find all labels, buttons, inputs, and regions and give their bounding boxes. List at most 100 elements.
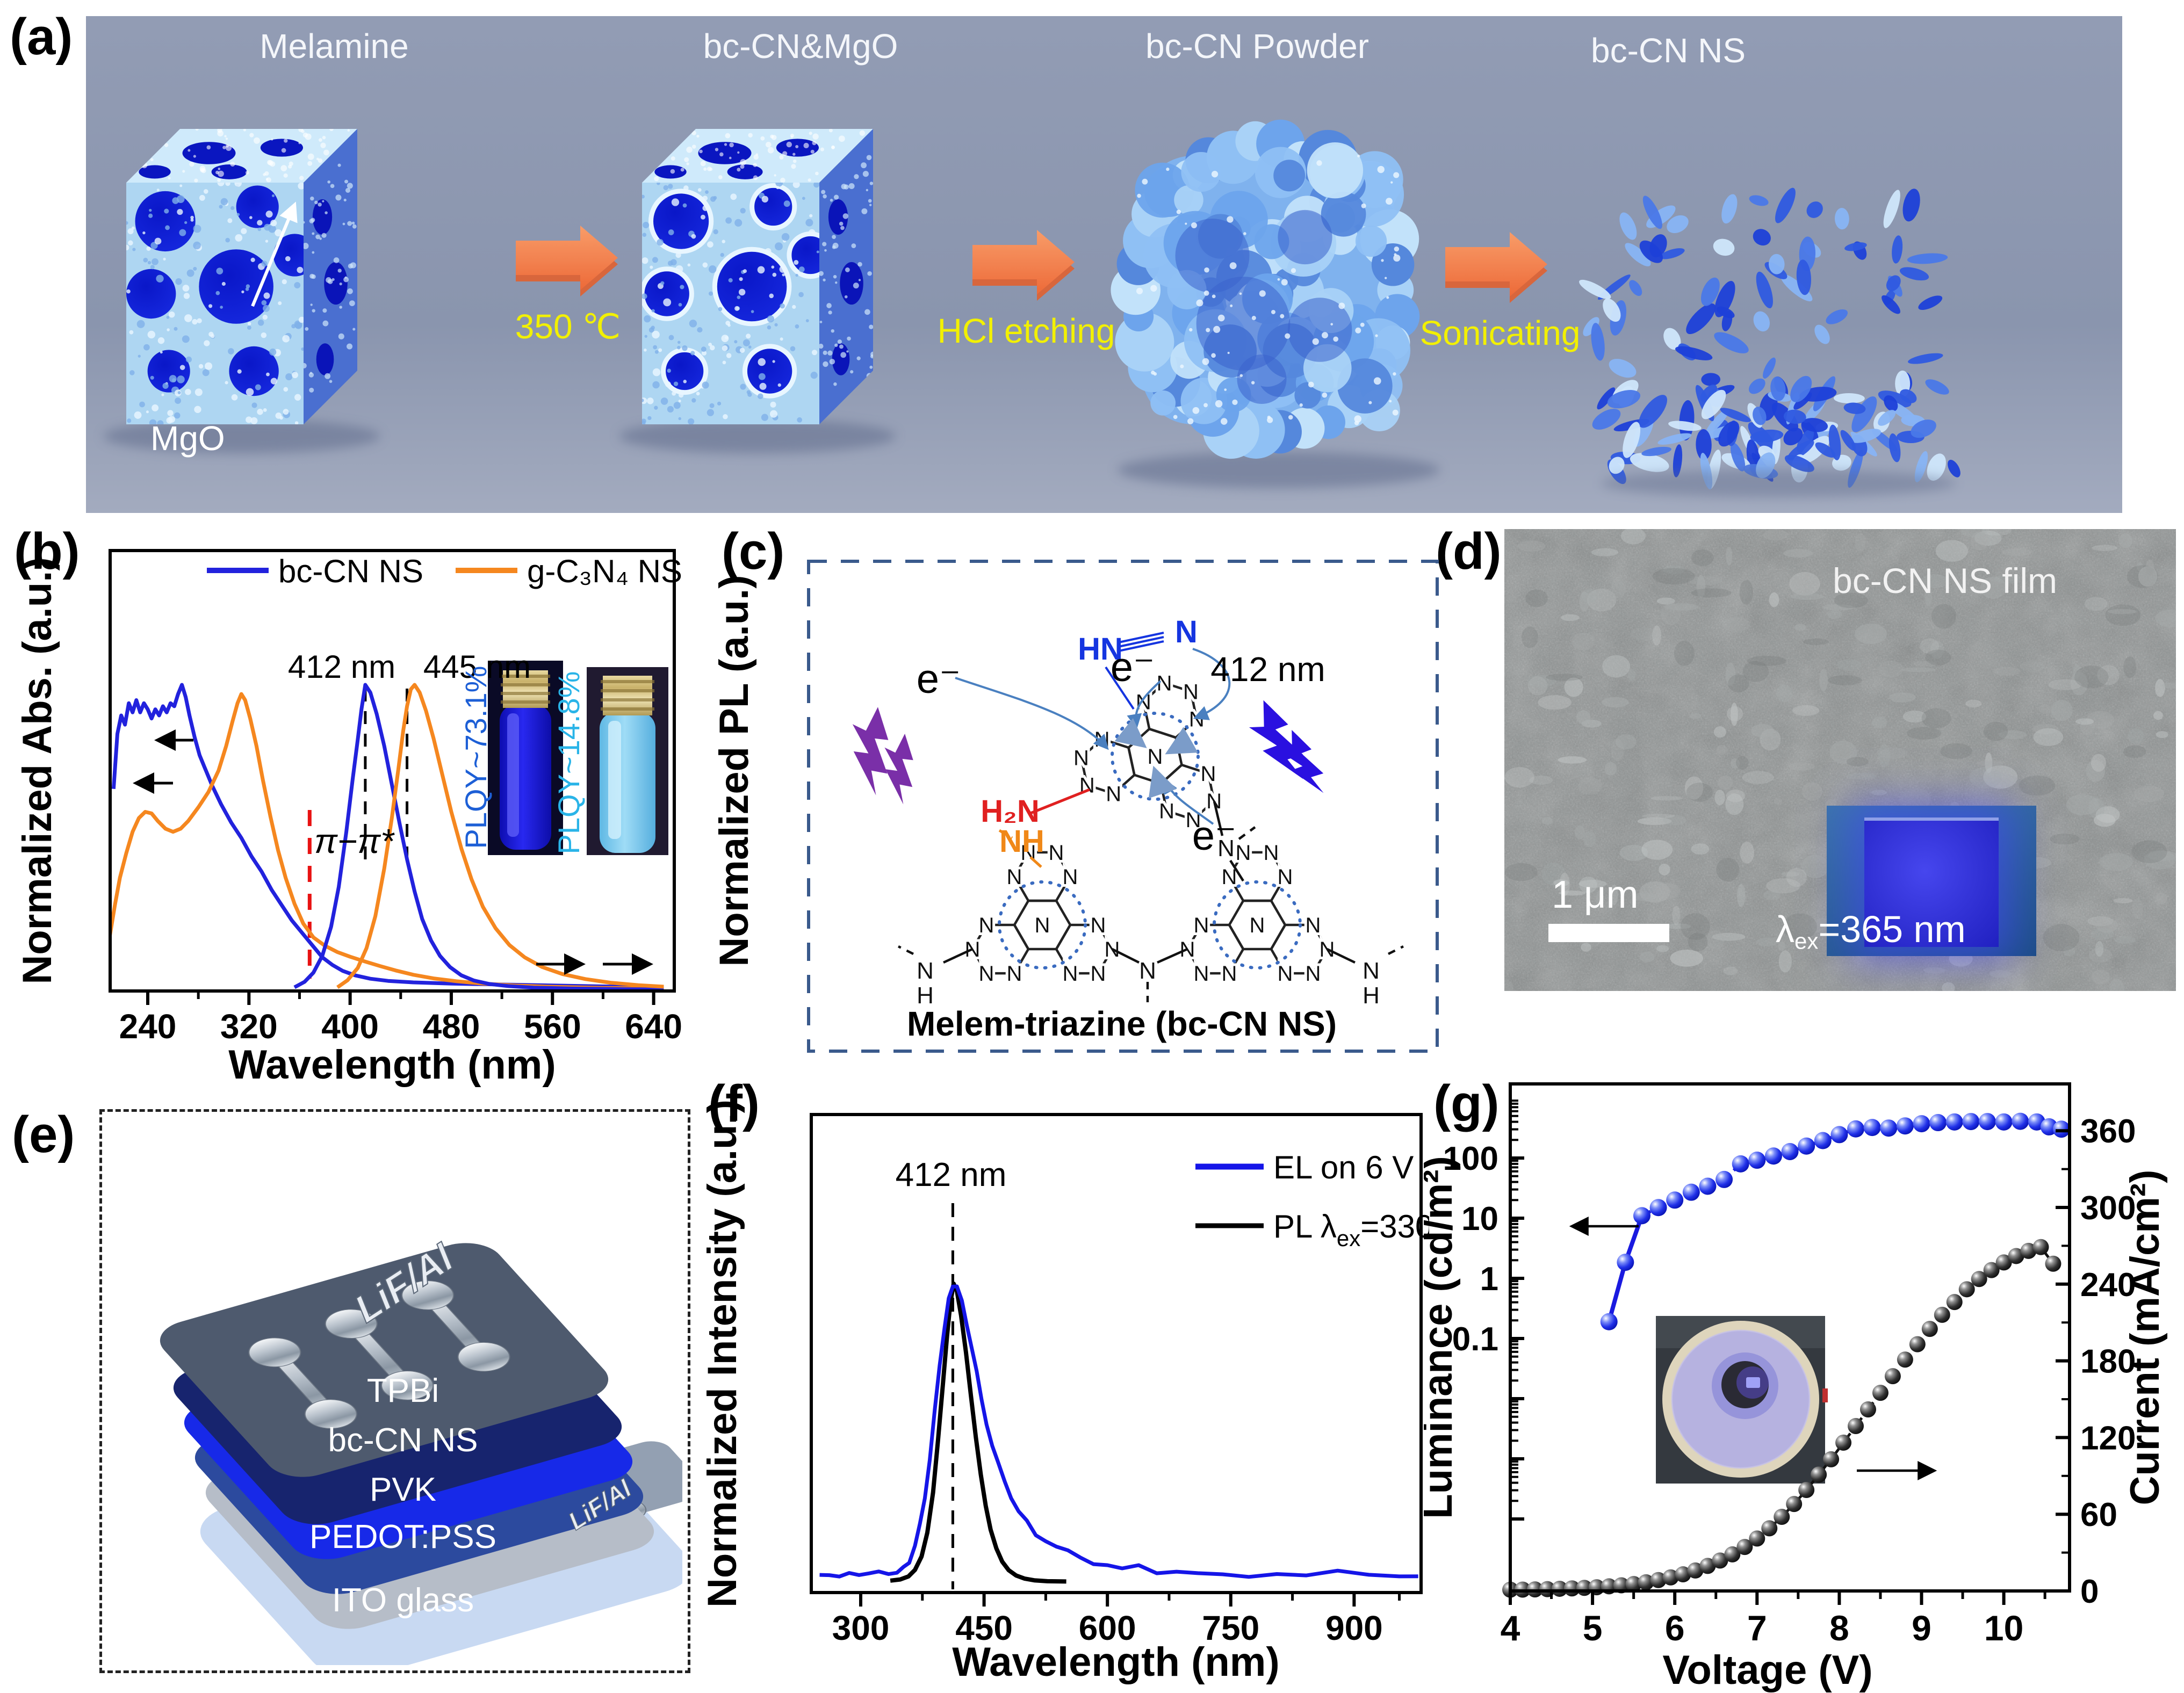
svg-text:300: 300 <box>832 1609 890 1647</box>
panel-c-label: (c) <box>722 523 785 580</box>
svg-text:N: N <box>1183 681 1199 704</box>
svg-text:60: 60 <box>2080 1496 2117 1533</box>
stage-label-bccn-mgo: bc-CN&MgO <box>703 27 898 66</box>
layer-label-ito-glass: ITO glass <box>332 1582 474 1619</box>
svg-text:320: 320 <box>220 1007 278 1046</box>
step-label-sonicating: Sonicating <box>1420 314 1581 352</box>
svg-text:N: N <box>979 962 994 986</box>
svg-text:N: N <box>1194 914 1209 937</box>
step-label-hcl-etching: HCl etching <box>938 312 1115 350</box>
b-yaxis-title-pl: Normalized PL (a.u.) <box>711 575 757 966</box>
panel-f-label: (f) <box>708 1075 760 1132</box>
b-yaxis-title-abs: Normalized Abs. (a.u.) <box>15 557 60 984</box>
svg-text:300: 300 <box>2080 1190 2136 1227</box>
svg-text:180: 180 <box>2080 1343 2136 1380</box>
panel-g-lv-jv-chart: 4 5 6 7 8 9 10 0.1 1 10 100 0 60 120 180 240 300 360 Volt… <box>1424 1082 2168 1693</box>
layer-label-pvk: PVK <box>370 1471 436 1508</box>
svg-text:0: 0 <box>2080 1573 2099 1610</box>
svg-text:N: N <box>1063 865 1078 889</box>
svg-text:N: N <box>1306 962 1321 986</box>
svg-text:N: N <box>1200 762 1216 786</box>
panel-b-spectra-chart: 240 320 400 480 560 640 bc-CN NS g-C₃N₄ NS 41… <box>15 549 757 1088</box>
svg-text:H: H <box>1363 982 1380 1009</box>
f-xaxis-title: Wavelength (nm) <box>952 1639 1279 1685</box>
f-legend-label-pl: PL λex=330 nm <box>1273 1209 1429 1251</box>
svg-text:N: N <box>1063 962 1078 986</box>
svg-text:N: N <box>1007 962 1022 986</box>
svg-text:N: N <box>1148 745 1163 769</box>
panel-e-device-structure: TPBi bc-CN NS PVK PEDOT:PSS ITO glass Li… <box>99 1109 690 1673</box>
svg-text:100: 100 <box>1443 1140 1498 1177</box>
panel-b-label: (b) <box>14 523 80 580</box>
svg-text:N: N <box>1105 938 1120 961</box>
svg-text:360: 360 <box>2080 1113 2136 1150</box>
pi-pi-star-label: π−π* <box>314 822 395 860</box>
svg-text:240: 240 <box>119 1007 177 1046</box>
svg-text:6: 6 <box>1665 1608 1685 1648</box>
svg-text:N: N <box>1139 958 1156 984</box>
scalebar <box>1548 924 1669 942</box>
panel-f-el-pl-chart: 300 450 600 750 900 412 nm EL on 6 V PL λex=… <box>700 1099 1429 1685</box>
mgo-label: MgO <box>150 419 225 458</box>
svg-text:5: 5 <box>1583 1608 1603 1648</box>
svg-text:N: N <box>1035 914 1050 937</box>
svg-text:N: N <box>1278 865 1293 889</box>
stage-label-melamine: Melamine <box>260 27 408 66</box>
structure-dashed-border <box>807 560 1439 1053</box>
emission-412nm-label: 412 nm <box>1210 650 1325 689</box>
stage-label-bccn-ns: bc-CN NS <box>1591 31 1746 70</box>
svg-text:N: N <box>1091 914 1106 937</box>
uv-film-photo-inset <box>1827 806 2036 956</box>
svg-text:N: N <box>1363 958 1380 984</box>
svg-text:N: N <box>1222 962 1237 986</box>
svg-text:N: N <box>1217 835 1235 862</box>
svg-text:4: 4 <box>1501 1608 1520 1648</box>
svg-text:N: N <box>1250 914 1265 937</box>
svg-text:N: N <box>1007 865 1022 889</box>
svg-text:1: 1 <box>1480 1261 1498 1298</box>
panel-g-label: (g) <box>1433 1075 1500 1132</box>
layer-label-tpbi: TPBi <box>367 1372 439 1409</box>
peak-label-445nm: 445 nm <box>423 649 531 685</box>
svg-text:N: N <box>1206 790 1222 813</box>
svg-text:120: 120 <box>2080 1420 2136 1457</box>
hn-label: HN <box>1078 632 1123 667</box>
svg-text:H: H <box>917 982 934 1009</box>
f-peak-label-412nm: 412 nm <box>896 1156 1007 1193</box>
svg-text:N: N <box>1079 774 1095 798</box>
peak-label-412nm: 412 nm <box>288 649 395 685</box>
nh-orange-label: NH <box>999 824 1044 859</box>
structure-caption: Melem-triazine (bc-CN NS) <box>907 1004 1337 1043</box>
n-triple-label: N <box>1175 614 1198 649</box>
svg-text:N: N <box>917 958 934 984</box>
h2n-label: H₂N <box>981 794 1040 829</box>
step-label-350c: 350 ℃ <box>515 307 621 346</box>
svg-text:240: 240 <box>2080 1267 2136 1304</box>
electron-label-left: e⁻ <box>917 656 961 702</box>
svg-text:450: 450 <box>955 1609 1013 1647</box>
svg-text:N: N <box>1159 800 1174 823</box>
svg-text:480: 480 <box>423 1007 480 1046</box>
legend-label-gc3n4-ns: g-C₃N₄ NS <box>527 553 682 589</box>
svg-text:N: N <box>1189 707 1205 731</box>
svg-text:N: N <box>1106 783 1121 806</box>
svg-text:N: N <box>1073 747 1089 770</box>
sem-film-label: bc-CN NS film <box>1832 561 2057 600</box>
svg-text:N: N <box>1094 728 1110 751</box>
panel-a-label: (a) <box>10 8 73 66</box>
svg-text:0.1: 0.1 <box>1452 1321 1498 1358</box>
g-yaxis-title-luminance: Luminance (cd/m²) <box>1424 1156 1461 1519</box>
svg-text:N: N <box>1049 841 1064 865</box>
stage-label-bccn-powder: bc-CN Powder <box>1145 27 1369 66</box>
legend-label-bc-cn-ns: bc-CN NS <box>278 553 423 589</box>
svg-text:640: 640 <box>625 1007 682 1046</box>
f-legend-label-el: EL on 6 V <box>1273 1149 1414 1185</box>
g-xaxis-title: Voltage (V) <box>1662 1647 1872 1693</box>
svg-text:7: 7 <box>1747 1608 1767 1648</box>
panel-e-label: (e) <box>12 1106 75 1163</box>
device-stack-graphics: TPBi bc-CN NS PVK PEDOT:PSS ITO glass Li… <box>160 1235 682 1665</box>
svg-text:N: N <box>979 914 994 937</box>
b-xaxis-title: Wavelength (nm) <box>228 1042 556 1088</box>
